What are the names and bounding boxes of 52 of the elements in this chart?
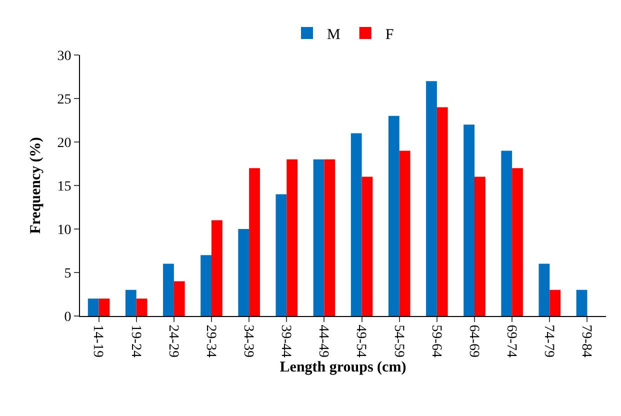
x-tick-label: 24-29 [165,324,180,358]
bar [576,290,588,316]
x-tick-label: 44-49 [316,324,331,358]
y-tick-label: 15 [57,179,72,194]
bar [125,290,136,316]
y-tick-label: 5 [64,266,72,282]
bar [249,168,260,316]
bar [163,264,174,316]
bar [212,220,222,316]
x-tick-label: 49-54 [353,324,368,358]
bar [98,298,110,316]
y-tick-label: 0 [64,310,72,325]
x-tick-label: 59-64 [428,324,444,358]
x-tick-label: 34-39 [240,324,256,358]
bar [276,194,287,316]
bar [501,150,512,316]
x-tick-label: 29-34 [202,324,218,358]
bar [550,290,561,316]
bar [426,81,437,316]
bar [399,150,410,316]
y-axis-title: Frequency (%) [28,137,44,234]
legend-label: M [327,26,340,43]
bar [350,133,362,316]
y-tick-label: 20 [57,136,72,151]
x-tick-label: 39-44 [278,324,294,358]
bar [136,298,148,316]
x-tick-label: 69-74 [504,324,519,358]
bar [474,176,486,316]
bar [200,255,212,316]
x-tick-label: 64-69 [466,324,481,358]
x-tick-label: 74-79 [541,324,556,358]
x-tick-label: 14-19 [90,324,106,358]
y-tick-label: 10 [57,222,72,238]
bar [238,229,250,316]
bar [436,107,448,316]
bar [286,159,298,316]
x-tick-label: 79-84 [578,324,594,358]
bar [174,281,185,316]
legend-label: F [385,26,394,43]
bar [88,298,99,316]
x-tick-label: 54-59 [390,324,406,358]
bar [464,124,474,316]
y-tick-label: 30 [57,48,72,64]
bar [538,264,550,316]
y-tick-label: 25 [57,92,72,108]
bar [388,116,400,316]
bar [313,159,324,316]
bar [362,176,373,316]
x-axis-title: Length groups (cm) [280,359,406,376]
x-tick-label: 19-24 [128,324,143,358]
bar [324,159,336,316]
bar [512,168,523,316]
